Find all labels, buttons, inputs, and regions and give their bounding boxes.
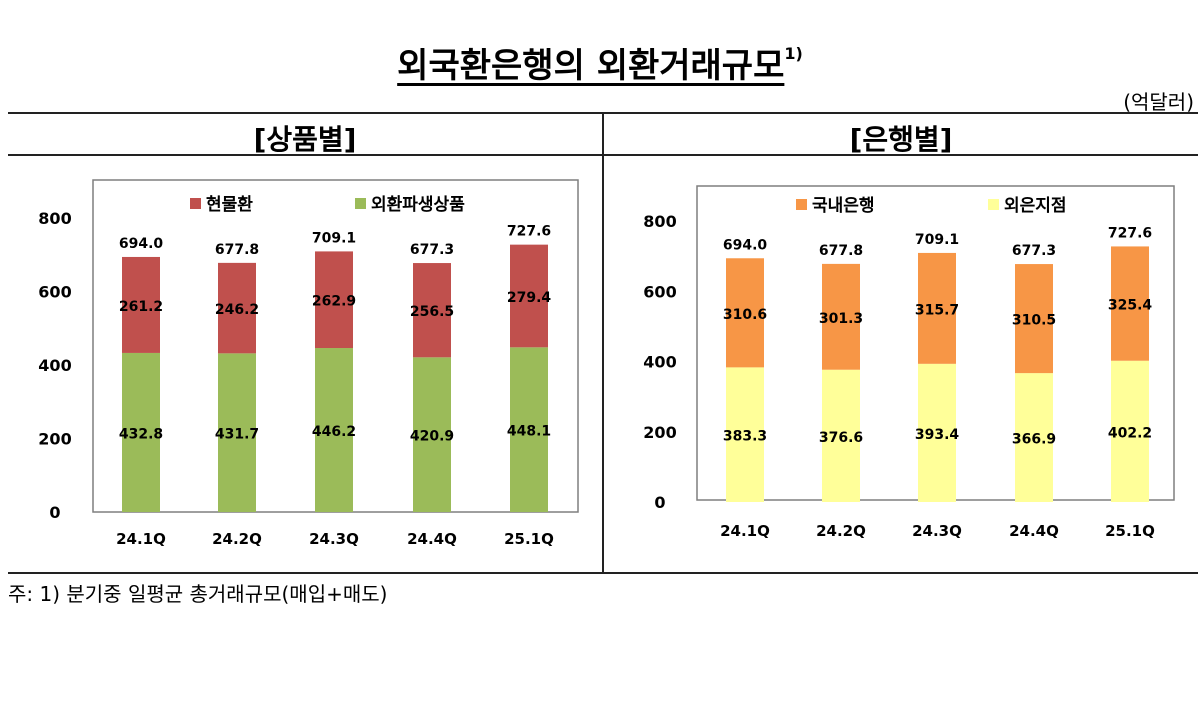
title-footnote-marker: 1) xyxy=(784,44,803,63)
legend-swatch xyxy=(796,199,807,210)
x-tick-label: 24.1Q xyxy=(116,530,166,548)
bar-segment xyxy=(918,363,956,502)
section-title-bank: [은행별] xyxy=(849,123,953,156)
legend-swatch xyxy=(988,199,999,210)
total-label: 694.0 xyxy=(723,237,768,253)
data-label: 448.1 xyxy=(507,424,551,440)
total-label: 709.1 xyxy=(312,230,356,246)
data-label: 402.2 xyxy=(1108,425,1152,441)
data-label: 310.6 xyxy=(723,307,767,323)
x-tick-label: 24.4Q xyxy=(1009,522,1059,540)
title-text: 외국환은행의 외환거래규모 xyxy=(397,46,785,86)
data-label: 366.9 xyxy=(1012,432,1056,448)
bar-segment xyxy=(822,369,860,502)
legend-label: 외환파생상품 xyxy=(371,195,465,215)
y-tick-label: 0 xyxy=(654,493,665,512)
data-label: 446.2 xyxy=(312,424,356,440)
x-tick-label: 24.3Q xyxy=(912,522,962,540)
x-tick-label: 24.1Q xyxy=(720,522,770,540)
data-label: 246.2 xyxy=(215,302,259,318)
total-label: 677.8 xyxy=(215,242,259,258)
data-label: 301.3 xyxy=(819,311,863,327)
x-tick-label: 24.4Q xyxy=(407,530,457,548)
section-title-product: [상품별] xyxy=(253,123,357,156)
bar-segment xyxy=(1111,246,1149,361)
y-tick-label: 800 xyxy=(38,209,71,228)
bar-segment xyxy=(218,353,256,512)
bar-segment xyxy=(726,367,764,502)
y-tick-label: 600 xyxy=(38,283,71,302)
y-tick-label: 400 xyxy=(643,353,676,372)
bar-segment xyxy=(315,251,353,349)
bar-segment xyxy=(510,347,548,512)
x-tick-label: 24.2Q xyxy=(212,530,262,548)
bar-segment xyxy=(510,244,548,348)
total-label: 677.3 xyxy=(1012,243,1056,259)
divider-vertical xyxy=(602,112,604,574)
legend-label: 국내은행 xyxy=(812,196,875,216)
legend-swatch xyxy=(190,198,201,209)
y-tick-label: 800 xyxy=(643,212,676,231)
y-tick-label: 0 xyxy=(49,503,60,522)
x-tick-label: 25.1Q xyxy=(1105,522,1155,540)
data-label: 431.7 xyxy=(215,427,259,443)
bar-segment xyxy=(413,263,451,358)
data-label: 393.4 xyxy=(915,427,960,443)
x-tick-label: 24.2Q xyxy=(816,522,866,540)
bar-segment xyxy=(122,256,160,353)
data-label: 420.9 xyxy=(410,429,454,445)
total-label: 677.8 xyxy=(819,243,863,259)
bar-segment xyxy=(413,357,451,512)
total-label: 709.1 xyxy=(915,232,959,248)
data-label: 279.4 xyxy=(507,290,552,306)
bar-segment xyxy=(726,258,764,368)
legend-label: 외은지점 xyxy=(1004,196,1067,216)
x-tick-label: 24.3Q xyxy=(309,530,359,548)
total-label: 727.6 xyxy=(507,224,551,240)
total-label: 694.0 xyxy=(119,236,164,252)
bar-segment xyxy=(1015,264,1053,374)
y-tick-label: 600 xyxy=(643,282,676,301)
footnote: 주: 1) 분기중 일평균 총거래규모(매입+매도) xyxy=(8,582,388,606)
data-label: 325.4 xyxy=(1108,298,1153,314)
chart-1: 0 200 400 600 800 383.3 310.6 694.0 24.1Q 376.6 30… xyxy=(643,185,1175,540)
bar-segment xyxy=(822,263,860,370)
data-label: 310.5 xyxy=(1012,313,1056,329)
data-label: 256.5 xyxy=(410,304,454,320)
data-label: 383.3 xyxy=(723,429,767,445)
data-label: 262.9 xyxy=(312,294,356,310)
page-title: 외국환은행의 외환거래규모1) xyxy=(0,38,1200,87)
y-tick-label: 200 xyxy=(643,423,676,442)
data-label: 315.7 xyxy=(915,302,959,318)
bar-segment xyxy=(218,262,256,354)
chart-0: 0 200 400 600 800 432.8 261.2 694.0 24.1Q 431.7 24… xyxy=(38,179,579,548)
data-label: 261.2 xyxy=(119,299,163,315)
bar-segment xyxy=(1015,373,1053,502)
total-label: 677.3 xyxy=(410,242,454,258)
unit-label: (억달러) xyxy=(1123,90,1194,114)
data-label: 432.8 xyxy=(119,426,163,442)
y-tick-label: 200 xyxy=(38,430,71,449)
bar-segment xyxy=(1111,360,1149,502)
bar-segment xyxy=(918,252,956,364)
bar-segment xyxy=(315,348,353,512)
legend-label: 현물환 xyxy=(206,195,253,215)
data-label: 376.6 xyxy=(819,430,863,446)
y-tick-label: 400 xyxy=(38,356,71,375)
x-tick-label: 25.1Q xyxy=(504,530,554,548)
bar-segment xyxy=(122,352,160,512)
total-label: 727.6 xyxy=(1108,225,1152,241)
legend-swatch xyxy=(355,198,366,209)
